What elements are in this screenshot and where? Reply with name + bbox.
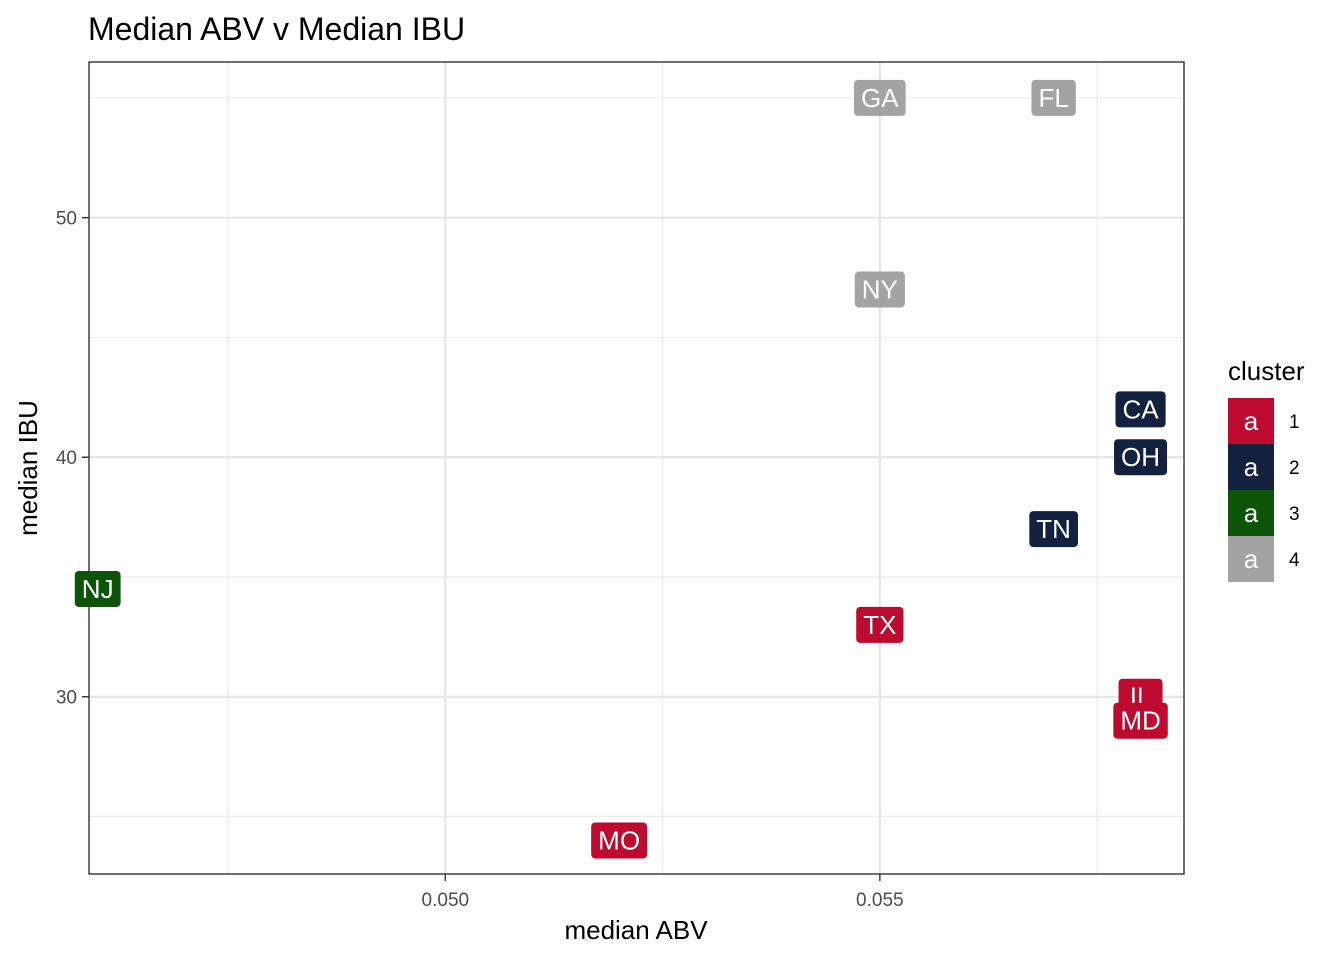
point-label-text: MD — [1120, 706, 1160, 736]
minor-gridlines — [89, 62, 1184, 874]
point-label-fl: FL — [1031, 79, 1076, 116]
legend-label: 4 — [1289, 550, 1300, 571]
y-axis: 30 40 50 — [56, 209, 89, 709]
point-label-text: GA — [861, 83, 899, 113]
point-label-box — [1031, 79, 1076, 116]
y-tick-label: 50 — [56, 209, 77, 230]
point-label-nj: NJ — [74, 570, 121, 607]
point-label-ca: CA — [1115, 391, 1166, 428]
point-label-text: MO — [598, 825, 640, 855]
point-label-ny: NY — [854, 271, 905, 308]
legend-title: cluster — [1228, 356, 1305, 386]
legend-key — [1228, 398, 1274, 444]
major-gridlines — [89, 62, 1184, 874]
point-label-text: FL — [1038, 83, 1068, 113]
plot-border — [88, 61, 1185, 875]
legend-key-text: a — [1244, 406, 1259, 436]
x-axis-title: median ABV — [564, 915, 708, 945]
point-label-tn: TN — [1029, 511, 1078, 548]
y-tick-label: 30 — [56, 688, 77, 709]
plot-panel — [89, 62, 1184, 874]
point-label-text: TX — [863, 610, 896, 640]
point-label-box — [1113, 702, 1168, 739]
point-label-ga: GA — [854, 79, 906, 116]
legend-key-text: a — [1244, 498, 1259, 528]
x-axis: 0.050 0.055 — [422, 874, 904, 911]
point-label-mo: MO — [591, 822, 648, 859]
point-label-md: MD — [1113, 702, 1168, 739]
point-label-box — [856, 606, 904, 643]
legend: cluster a 1a 2a 3a 4 — [1228, 356, 1305, 582]
point-label-box — [1114, 439, 1168, 476]
point-label-box — [1029, 511, 1078, 548]
point-label-tx: TX — [856, 606, 904, 643]
x-tick-label: 0.055 — [856, 890, 904, 911]
point-label-text: NY — [862, 275, 898, 305]
point-label-text: NJ — [82, 574, 114, 604]
legend-key — [1228, 536, 1274, 582]
legend-label: 3 — [1289, 504, 1300, 525]
y-tick-label: 40 — [56, 448, 77, 469]
legend-key — [1228, 490, 1274, 536]
point-label-text: OH — [1121, 442, 1160, 472]
legend-label: 1 — [1289, 412, 1300, 433]
legend-key-text: a — [1244, 452, 1259, 482]
x-tick-label: 0.050 — [422, 890, 470, 911]
point-label-box — [854, 271, 905, 308]
point-label-box — [1115, 391, 1166, 428]
point-label-oh: OH — [1114, 439, 1168, 476]
legend-label: 2 — [1289, 458, 1300, 479]
chart-title: Median ABV v Median IBU — [88, 11, 465, 47]
legend-key — [1228, 444, 1274, 490]
point-label-text: CA — [1122, 394, 1159, 424]
point-label-box — [74, 570, 121, 607]
legend-key-text: a — [1244, 544, 1259, 574]
point-label-text: TN — [1036, 514, 1071, 544]
y-axis-title: median IBU — [13, 400, 43, 536]
point-label-box — [591, 822, 648, 859]
point-label-box — [854, 79, 906, 116]
